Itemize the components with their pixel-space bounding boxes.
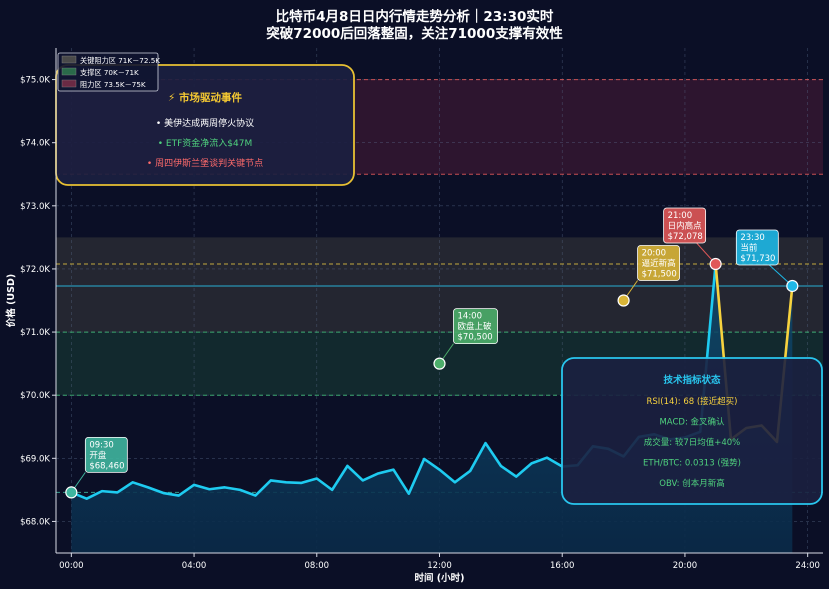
- annotation-text-1-0: 14:00: [458, 312, 483, 322]
- annotation-marker-0: [65, 486, 78, 499]
- indicator-item-2: 成交量: 较7日均值+40%: [644, 437, 741, 448]
- annotation-text-1-1: 欧盘上破: [458, 321, 493, 332]
- legend: [57, 52, 159, 92]
- x-tick-label-2: 08:00: [305, 561, 330, 571]
- annotation-text-0-1: 开盘: [89, 450, 107, 461]
- event-item-0: • 美伊达成两周停火协议: [156, 117, 254, 129]
- indicators-box: [561, 357, 823, 505]
- indicator-item-0: RSI(14): 68 (接近超买): [647, 396, 738, 407]
- legend-label-2: 阻力区 73.5K－75K: [80, 80, 146, 89]
- y-axis-label: 价格 (USD): [5, 274, 17, 327]
- event-item-1: • ETF资金净流入$47M: [158, 137, 252, 149]
- x-tick-label-6: 24:00: [795, 561, 820, 571]
- y-tick-label-4: $72.0K: [20, 265, 50, 275]
- annotation-box-3: [663, 207, 707, 244]
- annotation-box-2: [637, 245, 680, 281]
- chart-subtitle: 突破72000后回落整固，关注71000支撑有效性: [266, 26, 563, 42]
- annotation-text-3-1: 日内高点: [668, 221, 703, 232]
- annotation-text-3-0: 21:00: [668, 211, 693, 221]
- indicators-title: 技术指标状态: [663, 374, 721, 386]
- y-tick-label-5: $73.0K: [20, 202, 50, 212]
- x-axis-label: 时间 (小时): [415, 572, 465, 584]
- chart-title: 比特币4月8日日内行情走势分析｜23:30实时: [275, 9, 554, 25]
- annotation-marker-3: [709, 257, 722, 271]
- event-item-2: • 周四伊斯兰堡谈判关键节点: [147, 157, 263, 169]
- x-tick-label-4: 16:00: [550, 561, 575, 571]
- events-title: ⚡ 市场驱动事件: [168, 91, 243, 104]
- annotation-text-0-2: $68,460: [89, 461, 124, 471]
- annotation-marker-4: [786, 279, 799, 293]
- annotation-text-4-1: 当前: [740, 242, 758, 253]
- annotation-text-2-2: $71,500: [642, 270, 677, 280]
- indicator-item-3: ETH/BTC: 0.0313 (强势): [643, 458, 741, 469]
- y-tick-label-7: $75.0K: [20, 76, 50, 86]
- x-tick-label-5: 20:00: [673, 561, 698, 571]
- legend-swatch-2: [61, 79, 77, 88]
- y-tick-label-3: $71.0K: [20, 328, 50, 338]
- annotation-box-4: [735, 229, 779, 266]
- y-tick-label-6: $74.0K: [20, 139, 50, 149]
- annotation-box-1: [453, 308, 498, 345]
- annotation-text-3-2: $72,078: [668, 232, 703, 242]
- legend-swatch-0: [61, 55, 77, 64]
- legend-label-0: 关键阻力区 71K－72.5K: [80, 56, 160, 65]
- x-tick-label-1: 04:00: [182, 561, 207, 571]
- legend-swatch-1: [61, 67, 77, 76]
- annotation-text-1-2: $70,500: [458, 333, 493, 343]
- indicator-item-4: OBV: 创本月新高: [659, 478, 724, 489]
- y-tick-label-1: $69.0K: [20, 454, 50, 464]
- annotation-text-2-1: 逼近新高: [642, 258, 676, 269]
- legend-label-1: 支撑区 70K－71K: [80, 68, 139, 77]
- annotation-marker-2: [617, 294, 630, 307]
- annotation-box-0: [84, 436, 128, 473]
- indicator-item-1: MACD: 金叉确认: [659, 417, 725, 428]
- annotation-marker-1: [433, 357, 446, 370]
- annotation-text-4-0: 23:30: [740, 233, 765, 243]
- y-tick-label-2: $70.0K: [20, 391, 50, 401]
- y-tick-label-0: $68.0K: [20, 517, 50, 527]
- x-tick-label-3: 12:00: [427, 561, 452, 571]
- annotation-text-4-2: $71,730: [740, 254, 775, 264]
- annotation-text-0-0: 09:30: [89, 440, 114, 450]
- annotation-text-2-0: 20:00: [642, 249, 667, 259]
- x-tick-label-0: 00:00: [59, 561, 84, 571]
